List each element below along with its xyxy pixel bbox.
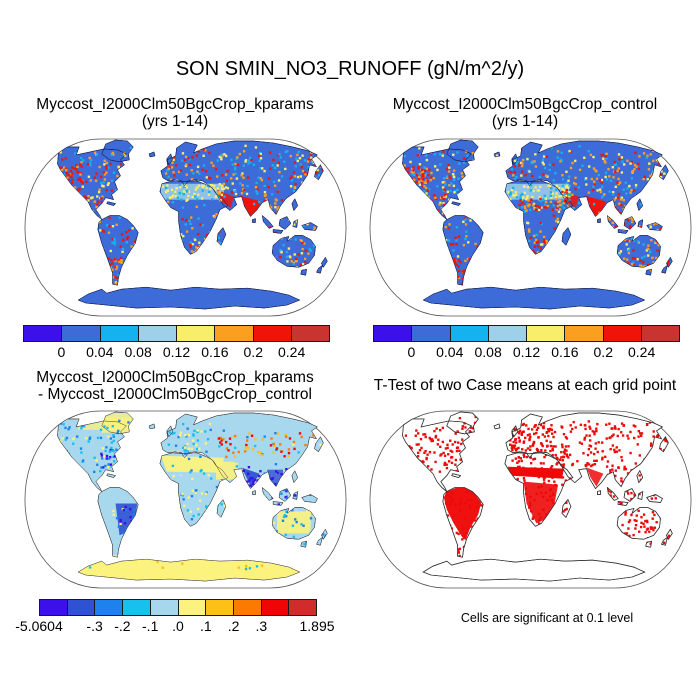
colorbar-tick-label: -5.0604 (15, 618, 63, 634)
figure-title: SON SMIN_NO3_RUNOFF (gN/m^2/y) (175, 58, 525, 80)
colorbar-labels-control: 0 0.04 0.08 0.12 0.16 0.2 0.24 (373, 344, 680, 360)
colorbar-control (373, 325, 680, 342)
colorbar-tick-label: 0.2 (593, 344, 613, 360)
colorbar-cell (67, 600, 96, 615)
colorbar-cell (100, 326, 139, 341)
colorbar-difference (39, 599, 317, 616)
colorbar-tick-label: -.3 (86, 618, 103, 634)
colorbar-tick-label: 0.16 (201, 344, 229, 360)
colorbar-tick-label: 0.24 (278, 344, 306, 360)
colorbar-cell (215, 326, 254, 341)
coastline-overlay (57, 411, 328, 582)
panel-title-ttest-line1: T-Test of two Case means at each grid po… (373, 377, 677, 395)
colorbar-cell (177, 326, 216, 341)
colorbar-tick-label: 1.895 (299, 618, 335, 634)
colorbar-tick-label: 0 (407, 344, 416, 360)
coastline-overlay (57, 139, 328, 310)
colorbar-cell (565, 326, 604, 341)
colorbar-tick-label: 0.12 (162, 344, 191, 360)
colorbar-tick-label: 0.24 (628, 344, 656, 360)
colorbar-tick-label: 0.12 (512, 344, 541, 360)
panel-title-difference-line2: - Myccost_I2000Clm50BgcCrop_control (38, 386, 312, 403)
coastline-overlay (402, 139, 673, 310)
panel-title-ttest: T-Test of two Case means at each grid po… (350, 368, 700, 404)
colorbar-tick-label: 0.16 (551, 344, 579, 360)
colorbar-tick-label: -.1 (142, 618, 159, 634)
colorbar-tick-label: 0 (57, 344, 66, 360)
colorbar-labels-kparams: 0 0.04 0.08 0.12 0.16 0.2 0.24 (23, 344, 330, 360)
colorbar-tick-label: -.2 (114, 618, 131, 634)
world-map-ttest (369, 410, 692, 589)
colorbar-cell (450, 326, 489, 341)
colorbar-cell (62, 326, 101, 341)
colorbar-cell (233, 600, 262, 615)
world-map-difference (24, 410, 347, 589)
colorbar-cell (488, 326, 527, 341)
panel-title-difference: Myccost_I2000Clm50BgcCrop_kparams - Mycc… (0, 368, 350, 404)
colorbar-cell (253, 326, 292, 341)
colorbar-tick-label: 0.04 (86, 344, 114, 360)
colorbar-cell (150, 600, 179, 615)
panel-title-difference-line1: Myccost_I2000Clm50BgcCrop_kparams (36, 368, 314, 386)
colorbar-cell (291, 326, 329, 341)
colorbar-tick-label: 0.08 (474, 344, 502, 360)
colorbar-labels-difference: -5.0604 -.3 -.2 -.1 .0 .1 .2 .3 1.895 (15, 618, 334, 634)
colorbar-cell (138, 326, 177, 341)
colorbar-cell (40, 600, 68, 615)
colorbar-tick-label: .1 (199, 618, 212, 634)
colorbar-tick-label: 0.2 (243, 344, 263, 360)
panel-title-kparams-line2: (yrs 1-14) (141, 113, 209, 130)
panel-title-kparams-line1: Myccost_I2000Clm50BgcCrop_kparams (36, 95, 314, 113)
world-map-kparams (24, 138, 347, 317)
panel-title-control: Myccost_I2000Clm50BgcCrop_control (yrs 1… (350, 95, 700, 131)
colorbar-cell (261, 600, 290, 615)
colorbar-cell (123, 600, 151, 615)
colorbar-cell (603, 326, 642, 341)
ttest-significance-caption: Cells are significant at 0.1 level (460, 611, 634, 625)
panel-title-kparams: Myccost_I2000Clm50BgcCrop_kparams (yrs 1… (0, 95, 350, 131)
colorbar-tick-label: 0.08 (124, 344, 152, 360)
panel-title-control-line1: Myccost_I2000Clm50BgcCrop_control (392, 95, 658, 113)
colorbar-cell (24, 326, 63, 341)
panel-title-control-line2: (yrs 1-14) (491, 113, 559, 130)
colorbar-tick-label: .2 (227, 618, 240, 634)
colorbar-cell (412, 326, 451, 341)
colorbar-tick-label: .0 (172, 618, 184, 634)
coastline-overlay (402, 411, 673, 582)
colorbar-cell (527, 326, 566, 341)
colorbar-cell (289, 600, 317, 615)
colorbar-cell (641, 326, 679, 341)
colorbar-tick-label: .3 (255, 618, 268, 634)
colorbar-tick-label: 0.04 (436, 344, 464, 360)
colorbar-cell (374, 326, 413, 341)
world-map-control (369, 138, 692, 317)
colorbar-cell (206, 600, 234, 615)
colorbar-cell (95, 600, 124, 615)
colorbar-kparams (23, 325, 330, 342)
colorbar-cell (178, 600, 207, 615)
